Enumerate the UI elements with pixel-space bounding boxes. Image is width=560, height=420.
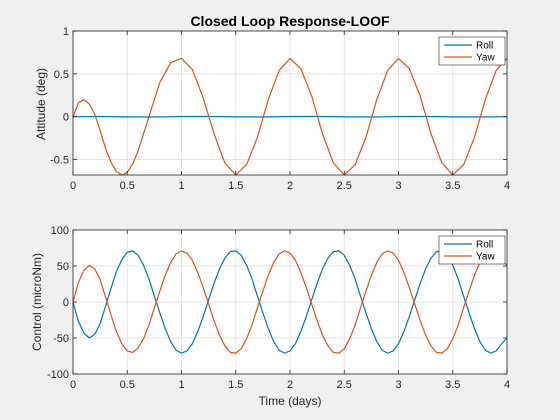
y-tick-label: 50 xyxy=(57,261,69,273)
y-tick-label: 0 xyxy=(63,112,69,124)
legend-label-yaw: Yaw xyxy=(476,53,495,64)
series-line-roll-attitude xyxy=(72,115,508,118)
x-tick-label: 2.5 xyxy=(337,379,352,391)
y-tick-label: -0.5 xyxy=(50,155,69,167)
x-tick-label: 2 xyxy=(287,180,293,192)
series-line-roll-control xyxy=(72,250,508,354)
y-tick-label: -100 xyxy=(47,369,69,381)
x-tick-label: 1.5 xyxy=(228,180,243,192)
legend-label-roll: Roll xyxy=(476,41,493,52)
legend-box xyxy=(438,235,506,265)
x-tick-label: 0 xyxy=(70,180,76,192)
y-tick-label: 0.5 xyxy=(54,69,69,81)
x-tick-label: 3 xyxy=(395,180,401,192)
x-tick-label: 0 xyxy=(70,379,76,391)
x-tick-label: 3.5 xyxy=(445,379,460,391)
x-tick-label: 0.5 xyxy=(120,379,135,391)
y-axis-label-attitude: Attitude (deg) xyxy=(34,68,48,140)
x-tick-label: 1 xyxy=(178,379,184,391)
y-tick-label: 1 xyxy=(63,26,69,38)
legend-label-roll: Roll xyxy=(476,240,493,251)
series-line-yaw-control xyxy=(72,250,508,354)
y-tick-label: -50 xyxy=(53,333,69,345)
x-tick-label: 2.5 xyxy=(337,180,352,192)
x-tick-label: 0.5 xyxy=(120,180,135,192)
legend-box xyxy=(438,36,506,66)
x-tick-label: 1.5 xyxy=(228,379,243,391)
x-tick-label: 3 xyxy=(395,379,401,391)
legend-label-yaw: Yaw xyxy=(476,252,495,263)
x-tick-label: 2 xyxy=(287,379,293,391)
x-tick-label: 4 xyxy=(504,379,510,391)
x-tick-label: 1 xyxy=(178,180,184,192)
chart-title: Closed Loop Response-LOOF xyxy=(190,13,390,29)
series-line-yaw-attitude xyxy=(72,57,508,176)
y-tick-label: 0 xyxy=(63,297,69,309)
x-axis-label-time: Time (days) xyxy=(259,394,322,408)
x-tick-label: 3.5 xyxy=(445,180,460,192)
x-tick-label: 4 xyxy=(504,180,510,192)
y-tick-label: 100 xyxy=(51,225,69,237)
y-axis-label-control: Control (microNm) xyxy=(30,253,44,351)
